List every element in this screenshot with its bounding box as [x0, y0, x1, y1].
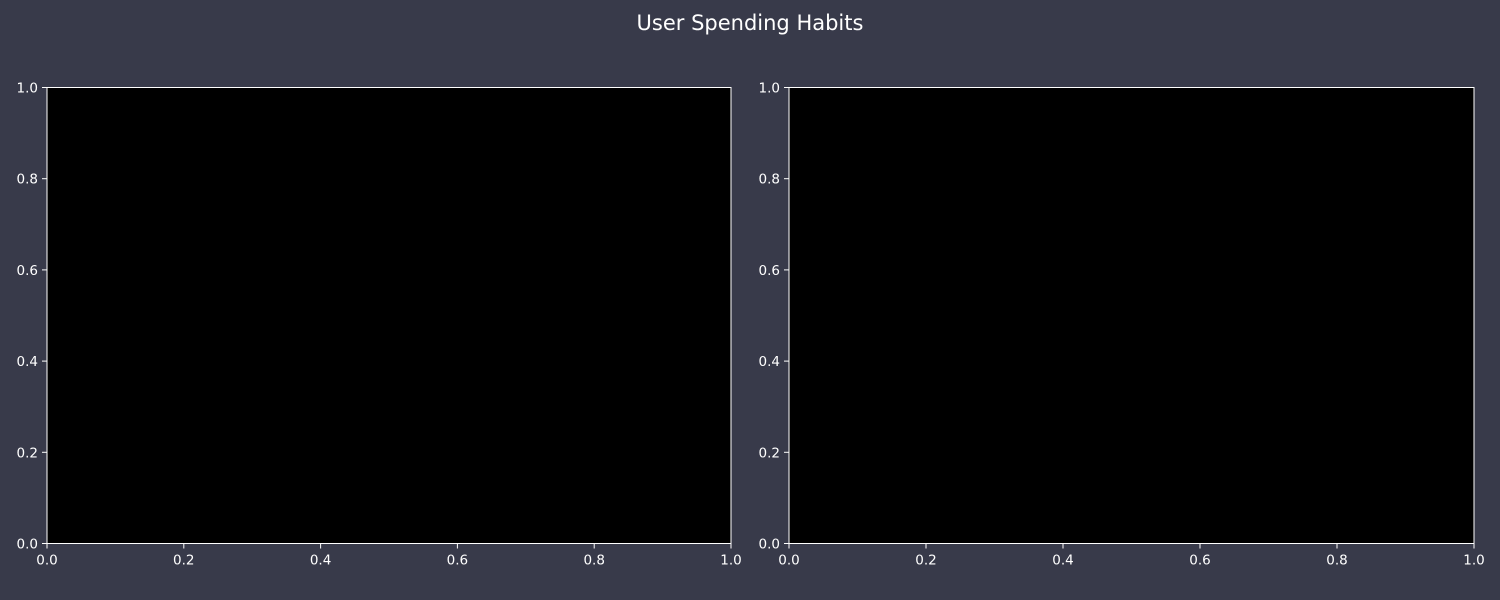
- x-tick-label: 0.6: [1189, 553, 1210, 569]
- y-tick-label: 0.4: [17, 354, 38, 370]
- y-tick-label: 0.2: [17, 445, 38, 461]
- x-tick-label: 0.4: [310, 553, 331, 569]
- x-tick-label: 0.0: [778, 553, 799, 569]
- x-tick-label: 0.6: [447, 553, 468, 569]
- plot-area: [46, 87, 732, 544]
- x-tick-label: 0.8: [583, 553, 604, 569]
- y-tick-label: 0.4: [759, 354, 780, 370]
- y-tick-label: 0.0: [759, 537, 780, 553]
- x-tick-label: 0.8: [1326, 553, 1347, 569]
- x-tick-label: 0.2: [915, 553, 936, 569]
- y-tick-label: 1.0: [17, 81, 38, 97]
- y-tick-label: 0.8: [759, 172, 780, 188]
- y-tick-label: 0.6: [17, 263, 38, 279]
- plot-area: [788, 87, 1475, 544]
- x-tick-label: 1.0: [720, 553, 741, 569]
- y-tick-label: 0.6: [759, 263, 780, 279]
- axes-panel-2: 0.0 0.2 0.4 0.6 0.8 1.0 0.0 0.2 0.4 0.6 0.8 1.0: [759, 81, 1485, 569]
- x-tick-label: 0.2: [173, 553, 194, 569]
- x-tick-label: 1.0: [1463, 553, 1484, 569]
- y-tick-label: 0.0: [17, 537, 38, 553]
- y-tick-label: 0.2: [759, 445, 780, 461]
- x-tick-label: 0.0: [36, 553, 57, 569]
- y-tick-label: 1.0: [759, 81, 780, 97]
- figure-title: User Spending Habits: [636, 11, 864, 35]
- axes-panel-1: 0.0 0.2 0.4 0.6 0.8 1.0 0.0 0.2 0.4 0.6 0.8 1.0: [17, 81, 742, 569]
- x-tick-label: 0.4: [1052, 553, 1073, 569]
- y-tick-label: 0.8: [17, 172, 38, 188]
